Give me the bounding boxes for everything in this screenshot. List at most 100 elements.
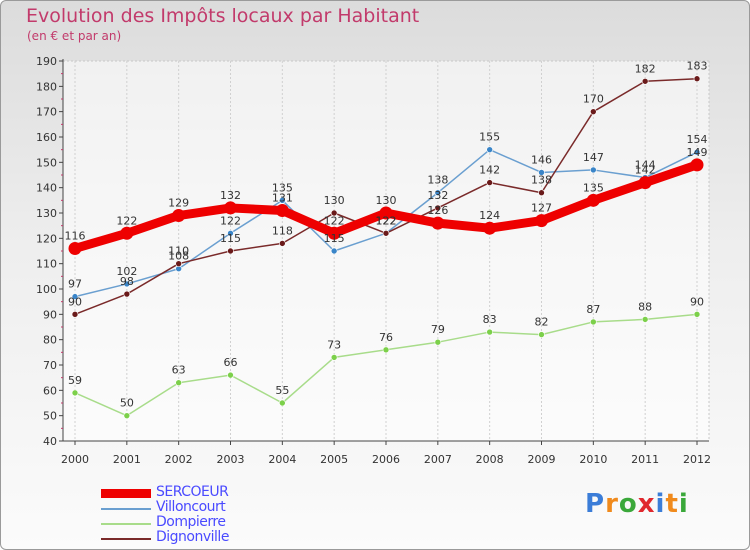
grid-layer (63, 60, 710, 441)
series-point (538, 169, 545, 176)
legend-swatch (101, 486, 151, 501)
y-tick-label: 80 (43, 334, 57, 347)
y-tick-label: 140 (36, 182, 57, 195)
legend-label: Dompierre (156, 514, 226, 530)
y-tick-label: 150 (36, 156, 57, 169)
data-label: 131 (272, 191, 293, 204)
x-tick-label: 2012 (683, 453, 711, 466)
y-tick-label: 120 (36, 232, 57, 245)
data-label: 115 (324, 232, 345, 245)
data-label: 122 (376, 214, 397, 227)
logo-letter: r (605, 489, 619, 519)
y-tick-label: 130 (36, 207, 57, 220)
y-tick-label: 50 (43, 410, 57, 423)
data-label: 144 (635, 159, 656, 172)
series-point (538, 331, 545, 338)
legend-item: Dompierre (101, 514, 361, 531)
data-label: 127 (531, 202, 552, 215)
data-label: 122 (324, 214, 345, 227)
data-label: 155 (479, 131, 500, 144)
series-point (227, 247, 234, 255)
series-point (590, 318, 597, 326)
data-label: 102 (116, 265, 137, 278)
data-label: 142 (479, 164, 500, 177)
series-point (486, 179, 493, 186)
data-label: 87 (586, 303, 600, 316)
y-tick-label: 170 (36, 106, 57, 119)
data-label: 135 (583, 181, 604, 194)
x-tick-label: 2008 (476, 453, 504, 466)
logo-letter: i (655, 489, 666, 519)
data-label: 115 (220, 232, 241, 245)
x-tick-label: 2011 (631, 453, 659, 466)
data-label: 90 (68, 295, 82, 308)
data-label: 118 (272, 224, 293, 237)
series-point (123, 290, 131, 298)
series-point (382, 229, 390, 237)
data-label: 129 (168, 197, 189, 210)
series-point (590, 166, 597, 174)
data-label: 170 (583, 93, 604, 106)
series-point (279, 399, 286, 407)
data-label: 124 (479, 209, 500, 222)
proxiti-logo: Proxiti (585, 489, 689, 519)
data-label-layer: 116 122 129 132 131 122 130 126 124 127 135 142 149 9… (65, 60, 708, 410)
data-label: 122 (220, 214, 241, 227)
series-point (431, 216, 445, 230)
series-point (538, 189, 545, 197)
series-point (483, 221, 497, 235)
series-point (279, 240, 286, 247)
y-tick-label: 110 (36, 258, 57, 271)
legend-item: Villoncourt (101, 499, 361, 516)
series-point (330, 354, 338, 361)
logo-letter: t (665, 489, 679, 519)
data-label: 182 (635, 62, 656, 75)
x-tick-label: 2001 (113, 453, 141, 466)
legend-swatch (101, 501, 151, 516)
y-tick-label: 70 (43, 359, 57, 372)
series-point (120, 226, 134, 240)
logo-letter: x (637, 489, 656, 519)
series-point (227, 229, 234, 237)
data-label: 63 (172, 364, 186, 377)
data-label: 90 (690, 295, 704, 308)
data-label: 59 (68, 374, 82, 387)
series-point (586, 193, 600, 207)
y-tick-label: 160 (36, 131, 57, 144)
y-tick-label: 190 (36, 55, 57, 68)
series-point (693, 75, 701, 83)
series-point (690, 158, 704, 172)
data-label: 97 (68, 278, 82, 291)
x-tick-label: 2010 (579, 453, 607, 466)
legend-label: Villoncourt (156, 499, 226, 515)
series-point (175, 379, 182, 387)
series-point (641, 77, 649, 85)
legend: SERCOEUR Villoncourt Dompierre Dignonville (101, 484, 361, 546)
data-label: 154 (687, 133, 708, 146)
legend-label: Dignonville (156, 529, 229, 545)
data-label: 82 (535, 316, 549, 329)
x-tick-label: 2004 (268, 453, 296, 466)
series-point (172, 209, 186, 223)
data-label: 88 (638, 300, 652, 313)
x-tick-label: 2007 (424, 453, 452, 466)
legend-swatch (101, 516, 151, 531)
series-point (330, 209, 338, 217)
data-label: 79 (431, 323, 445, 336)
legend-label: SERCOEUR (156, 484, 229, 500)
chart-title: Evolution des Impôts locaux par Habitant (26, 5, 420, 27)
legend-swatch (101, 531, 151, 546)
series-point (275, 203, 289, 217)
series-point (382, 346, 390, 354)
series-point (535, 214, 548, 228)
y-tick-label: 90 (43, 308, 57, 321)
x-tick-label: 2006 (372, 453, 400, 466)
series-point (641, 316, 649, 323)
data-label: 108 (168, 250, 189, 263)
x-tick-label: 2005 (320, 453, 348, 466)
series-point (486, 328, 493, 336)
data-label: 76 (379, 331, 393, 344)
data-label: 138 (427, 174, 448, 187)
